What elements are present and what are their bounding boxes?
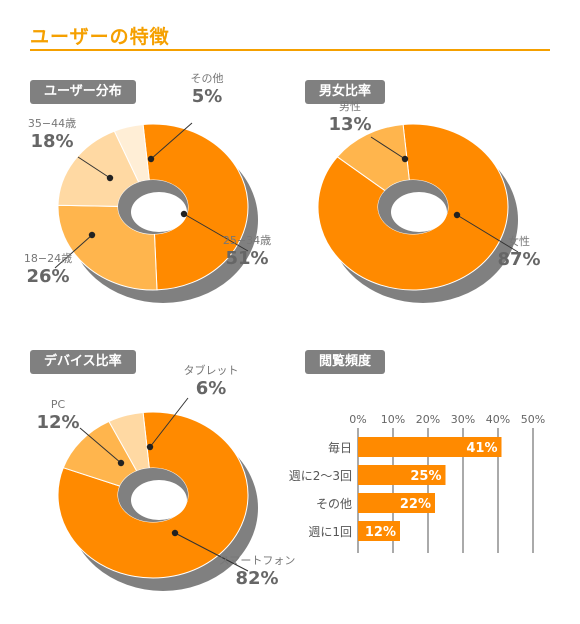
bar-3 — [358, 521, 400, 541]
bar-value-0: 41% — [466, 441, 497, 456]
bar-xtick-4: 40% — [486, 413, 510, 426]
user-distribution-heading: ユーザー分布 — [30, 80, 136, 104]
bar-category-2: その他 — [316, 497, 352, 511]
title-divider — [30, 49, 550, 51]
bar-value-1: 25% — [410, 469, 441, 484]
donut-2-leader-0 — [174, 532, 249, 572]
bar-category-0: 毎日 — [328, 440, 352, 455]
donut-0-leader-2 — [77, 156, 111, 179]
donut-0-label-3: その他 — [191, 72, 224, 85]
donut-0-leader-3 — [150, 122, 193, 160]
donut-0-value-1: 26% — [26, 266, 69, 287]
donut-1-value-1: 13% — [328, 114, 371, 135]
donut-1-marker-0 — [453, 211, 461, 219]
donut-2-label-2: タブレット — [184, 363, 239, 377]
donut-2-value-2: 6% — [196, 378, 227, 399]
donut-2-marker-0 — [171, 529, 179, 537]
donut-2-leader-2 — [149, 397, 189, 448]
donut-0-leader-0 — [183, 213, 249, 252]
bar-xtick-1: 10% — [381, 413, 405, 426]
donut-0-label-2: 35−44歳 — [28, 117, 76, 130]
donut-0-marker-2 — [106, 174, 114, 182]
bar-xtick-0: 0% — [349, 413, 366, 426]
bar-1 — [358, 465, 446, 485]
donut-1-label-1: 男性 — [339, 99, 361, 113]
donut-0-value-3: 5% — [192, 86, 223, 107]
donut-0-value-2: 18% — [30, 131, 73, 152]
page-title: ユーザーの特徴 — [30, 26, 170, 48]
donut-2-marker-2 — [146, 443, 154, 451]
donut-0-hole — [131, 192, 187, 232]
bar-value-2: 22% — [400, 497, 431, 512]
bar-xtick-3: 30% — [451, 413, 475, 426]
gender-ratio-heading: 男女比率 — [305, 80, 386, 104]
donut-2-marker-1 — [117, 459, 125, 467]
donut-2-label-1: PC — [51, 398, 66, 411]
bar-2 — [358, 493, 435, 513]
bar-category-1: 週に2〜3回 — [289, 469, 352, 483]
donut-1-marker-1 — [401, 155, 409, 163]
donut-1-hole — [391, 192, 447, 232]
donut-2-hole — [131, 480, 187, 520]
donut-2-label-0: スマートフォン — [219, 554, 296, 567]
viewing-frequency-heading: 閲覧頻度 — [305, 350, 386, 374]
donut-0-label-0: 25−34歳 — [223, 234, 271, 247]
donut-1-label-0: 女性 — [508, 234, 530, 248]
donut-1-leader-0 — [456, 214, 519, 253]
donut-0-marker-0 — [180, 210, 188, 218]
donut-0-value-0: 51% — [225, 248, 268, 269]
bar-xtick-2: 20% — [416, 413, 440, 426]
donut-0-marker-1 — [88, 231, 96, 239]
donut-2-leader-1 — [79, 427, 122, 464]
donut-0-label-1: 18−24歳 — [24, 252, 72, 265]
donut-1-value-0: 87% — [497, 249, 540, 270]
bar-value-3: 12% — [365, 525, 396, 540]
bar-category-3: 週に1回 — [308, 525, 352, 539]
device-ratio-heading: デバイス比率 — [30, 350, 136, 374]
bar-xtick-5: 50% — [521, 413, 545, 426]
donut-0-leader-1 — [54, 234, 93, 269]
donut-0-marker-3 — [147, 155, 155, 163]
donut-2-value-0: 82% — [235, 568, 278, 589]
donut-2-value-1: 12% — [36, 412, 79, 433]
donut-1-leader-1 — [370, 136, 406, 160]
bar-0 — [358, 437, 502, 457]
